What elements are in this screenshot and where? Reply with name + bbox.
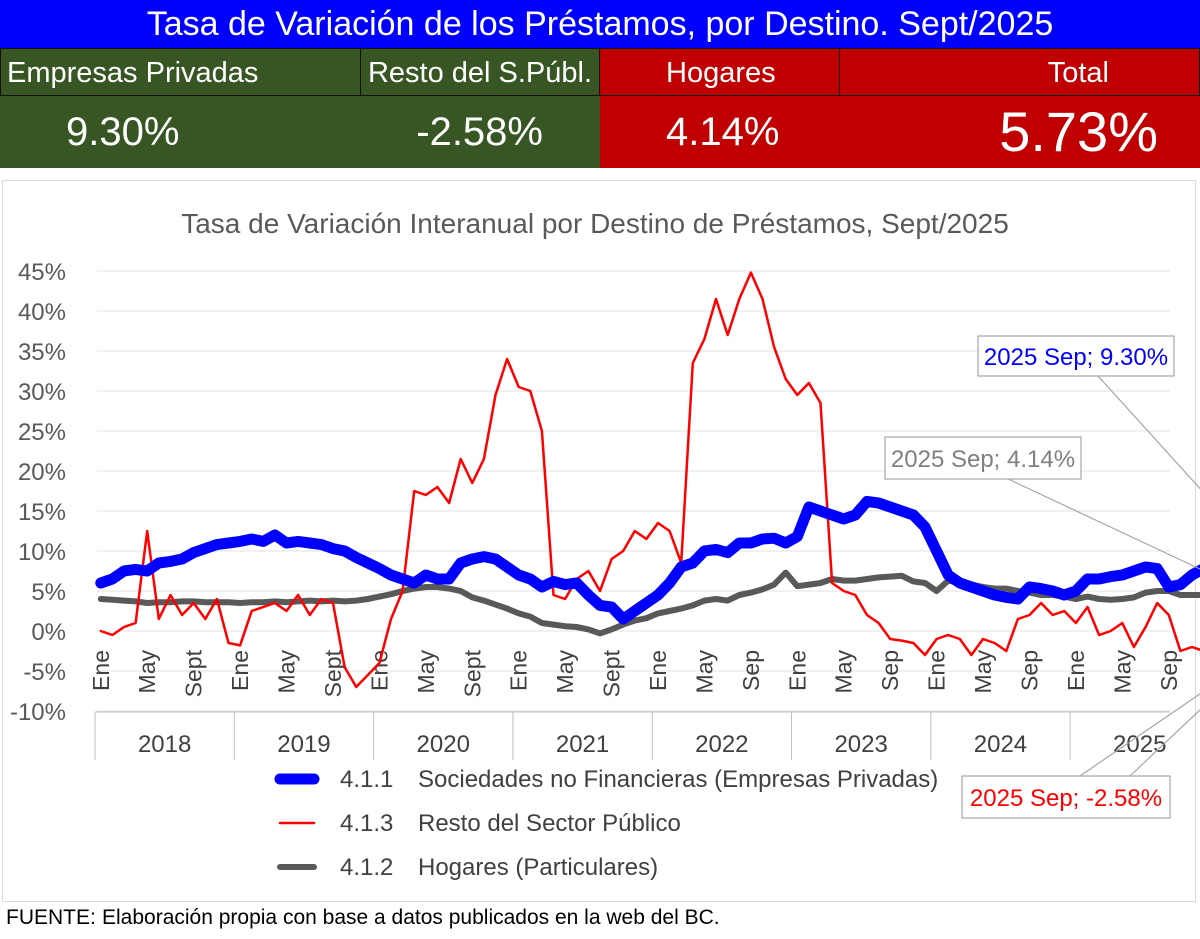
callout-leader: [1097, 375, 1200, 490]
x-month-label: May: [413, 650, 439, 694]
callout-box: [977, 335, 1175, 377]
y-tick-label: 30%: [18, 379, 66, 406]
y-tick-label: 45%: [18, 259, 66, 286]
x-month-label: Ene: [1063, 650, 1089, 691]
source-label: FUENTE:: [6, 906, 96, 929]
x-month-label: Sept: [181, 649, 207, 697]
x-month-label: May: [691, 650, 717, 694]
x-month-label: Ene: [88, 650, 114, 691]
x-month-label: Ene: [366, 650, 392, 691]
callout-leader: [1007, 478, 1200, 570]
x-month-label: Sept: [599, 649, 625, 697]
y-tick-label: 10%: [18, 539, 66, 566]
x-month-label: Sep: [877, 650, 903, 691]
chart-title: Tasa de Variación Interanual por Destino…: [181, 208, 1009, 239]
header-title: Tasa de Variación de los Préstamos, por …: [0, 0, 1200, 48]
x-year-label: 2023: [834, 731, 887, 758]
callout-leader: [1079, 693, 1200, 777]
legend-label: Sociedades no Financieras (Empresas Priv…: [418, 766, 938, 793]
y-tick-label: 35%: [18, 339, 66, 366]
x-month-label: May: [274, 650, 300, 694]
x-month-label: May: [134, 650, 160, 694]
header-label-empresas: Empresas Privadas: [0, 48, 361, 96]
x-year-label: 2022: [695, 731, 748, 758]
x-month-label: Sep: [1016, 650, 1042, 691]
source-text: Elaboración propia con base a datos publ…: [102, 906, 720, 929]
x-year-label: 2024: [974, 731, 1027, 758]
x-month-label: Sep: [1156, 650, 1182, 691]
x-year-label: 2019: [277, 731, 330, 758]
y-tick-label: 40%: [18, 299, 66, 326]
series-line-empresas: [95, 495, 1200, 625]
legend-code: 4.1.3: [340, 810, 393, 837]
x-month-label: Ene: [784, 650, 810, 691]
header-label-hogares: Hogares: [599, 48, 840, 96]
x-month-label: Ene: [645, 650, 671, 691]
header-value-empresas: 9.30%: [0, 96, 360, 168]
header-value-hogares: 4.14%: [600, 96, 840, 168]
y-tick-label: 20%: [18, 459, 66, 486]
x-month-label: May: [1109, 650, 1135, 694]
source-note: FUENTE: Elaboración propia con base a dat…: [6, 906, 720, 930]
x-year-label: 2020: [417, 731, 470, 758]
x-month-label: May: [970, 650, 996, 694]
header-value-resto: -2.58%: [360, 96, 600, 168]
y-tick-label: 25%: [18, 419, 66, 446]
y-tick-label: 5%: [31, 579, 66, 606]
legend-label: Hogares (Particulares): [418, 854, 658, 881]
x-month-label: Sep: [738, 650, 764, 691]
y-tick-label: -10%: [10, 699, 66, 726]
callout-leader: [1129, 709, 1200, 777]
callout-label: 2025 Sep; 4.14%: [891, 446, 1075, 473]
callout-box: [961, 775, 1171, 819]
y-tick-label: 15%: [18, 499, 66, 526]
chart-frame: [2, 180, 1196, 902]
x-year-label: 2021: [556, 731, 609, 758]
x-month-label: Ene: [924, 650, 950, 691]
x-month-label: Sept: [459, 649, 485, 697]
y-tick-label: -5%: [23, 659, 66, 686]
x-year-label: 2018: [138, 731, 191, 758]
header-label-total: Total: [839, 48, 1200, 96]
legend-code: 4.1.2: [340, 854, 393, 881]
x-month-label: Ene: [227, 650, 253, 691]
y-tick-label: 0%: [31, 619, 66, 646]
header-value-total: 5.73%: [840, 96, 1200, 168]
legend-label: Resto del Sector Público: [418, 810, 681, 837]
x-month-label: May: [831, 650, 857, 694]
x-month-label: May: [552, 650, 578, 694]
header-label-resto: Resto del S.Públ.: [360, 48, 600, 96]
x-month-label: Ene: [506, 650, 532, 691]
callout-label: 2025 Sep; -2.58%: [970, 785, 1162, 812]
legend-code: 4.1.1: [340, 766, 393, 793]
series-line-resto: [99, 271, 1200, 689]
callout-label: 2025 Sep; 9.30%: [984, 344, 1168, 371]
callout-box: [884, 436, 1082, 480]
